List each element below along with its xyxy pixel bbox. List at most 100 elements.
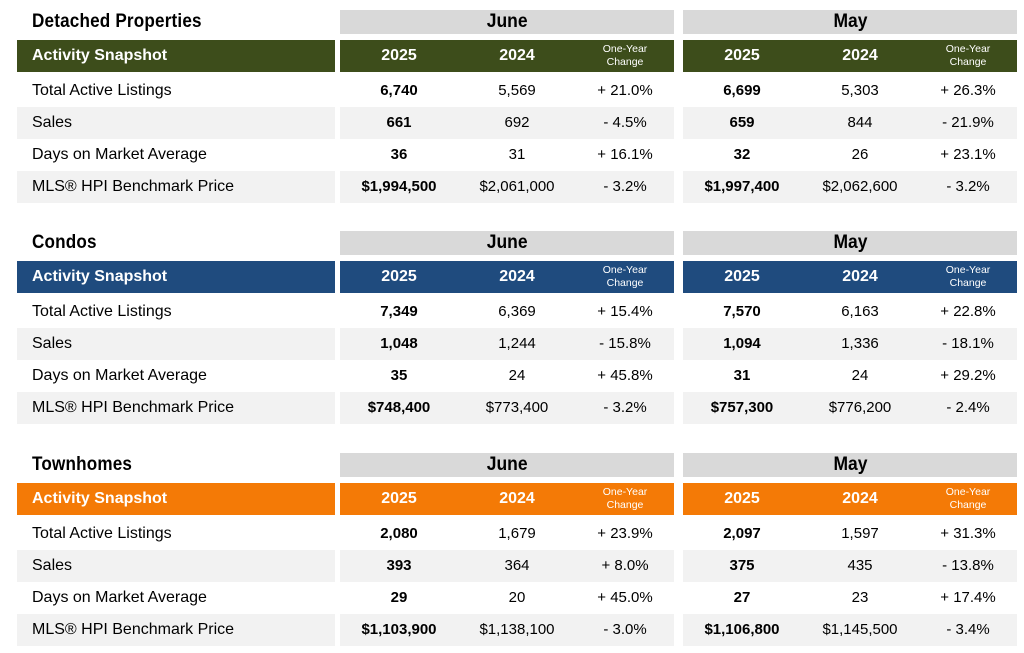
june-2025-value: 35 xyxy=(390,367,408,384)
row-shade xyxy=(683,550,1017,582)
june-change-value: - 3.2% xyxy=(603,178,647,195)
change-label-line2: Change xyxy=(949,56,987,68)
may-change-value: + 17.4% xyxy=(940,589,996,606)
row-label: MLS® HPI Benchmark Price xyxy=(32,399,235,416)
may-2024-value: 1,597 xyxy=(841,525,879,542)
change-label-line1: One-Year xyxy=(945,43,991,55)
may-2025-value: 659 xyxy=(729,114,755,131)
may-2025-value: $757,300 xyxy=(710,399,774,416)
may-change-value: - 3.2% xyxy=(946,178,990,195)
year-previous: 2024 xyxy=(499,490,535,507)
activity-snapshot-label: Activity Snapshot xyxy=(17,261,335,293)
header-block-june: 2025 2024 One-Year Change xyxy=(340,261,674,293)
row-shade xyxy=(17,392,335,424)
june-2024-value: $773,400 xyxy=(485,399,549,416)
row-shade xyxy=(340,392,674,424)
change-label-line1: One-Year xyxy=(602,264,648,276)
section-title: Townhomes xyxy=(32,454,133,475)
year-previous: 2024 xyxy=(499,268,535,285)
may-change-value: + 31.3% xyxy=(940,525,996,542)
june-2024-value: $2,061,000 xyxy=(479,178,555,195)
may-2025-value: 31 xyxy=(733,367,751,384)
table-row: Days on Market Average 35 24 + 45.8% 31 24 + 2… xyxy=(0,360,1024,392)
june-2024-value: $1,138,100 xyxy=(479,621,555,638)
june-2025-value: 36 xyxy=(390,146,408,163)
year-current: 2025 xyxy=(724,490,760,507)
row-shade xyxy=(17,328,335,360)
june-2024-value: 31 xyxy=(508,146,526,163)
month-label: June xyxy=(486,232,528,253)
row-label: Sales xyxy=(32,114,73,131)
june-change-value: + 45.0% xyxy=(597,589,653,606)
may-change-value: - 21.9% xyxy=(942,114,994,131)
may-change-value: + 29.2% xyxy=(940,367,996,384)
table-row: Sales 661 692 - 4.5% 659 844 - 21.9% xyxy=(0,107,1024,139)
month-label: May xyxy=(832,11,868,32)
year-previous: 2024 xyxy=(499,47,535,64)
june-2025-value: 1,048 xyxy=(380,335,418,352)
june-change-value: - 15.8% xyxy=(599,335,651,352)
june-2025-value: $748,400 xyxy=(367,399,431,416)
may-2024-value: 6,163 xyxy=(841,303,879,320)
june-change-value: + 45.8% xyxy=(597,367,653,384)
section-detached-properties: Detached Properties June May Activity Snaps… xyxy=(0,10,1024,210)
table-row: Sales 1,048 1,244 - 15.8% 1,094 1,336 - 18.1% xyxy=(0,328,1024,360)
june-2024-value: 24 xyxy=(508,367,526,384)
may-2024-value: 844 xyxy=(847,114,873,131)
row-shade xyxy=(683,171,1017,203)
june-2025-value: 6,740 xyxy=(380,82,418,99)
may-2025-value: 375 xyxy=(729,557,755,574)
month-label: May xyxy=(832,232,868,253)
table-row: MLS® HPI Benchmark Price $748,400 $773,400… xyxy=(0,392,1024,424)
may-2025-value: 27 xyxy=(733,589,751,606)
month-header-may: May xyxy=(683,10,1017,34)
may-2025-value: $1,106,800 xyxy=(704,621,780,638)
change-label-line1: One-Year xyxy=(945,486,991,498)
row-label: MLS® HPI Benchmark Price xyxy=(32,178,235,195)
month-header-may: May xyxy=(683,453,1017,477)
table-row: Sales 393 364 + 8.0% 375 435 - 13.8% xyxy=(0,550,1024,582)
change-label-line2: Change xyxy=(949,277,987,289)
june-change-value: + 23.9% xyxy=(597,525,653,542)
row-shade xyxy=(683,328,1017,360)
header-block-june: 2025 2024 One-Year Change xyxy=(340,40,674,72)
change-label-line1: One-Year xyxy=(602,486,648,498)
one-year-change-header: One-Year Change xyxy=(923,486,1013,512)
may-change-value: - 2.4% xyxy=(946,399,990,416)
row-label: Days on Market Average xyxy=(32,589,207,606)
row-shade xyxy=(340,328,674,360)
row-shade xyxy=(17,171,335,203)
may-2025-value: 6,699 xyxy=(723,82,761,99)
may-change-value: - 13.8% xyxy=(942,557,994,574)
table-row: Total Active Listings 2,080 1,679 + 23.9% 2,… xyxy=(0,518,1024,550)
year-previous: 2024 xyxy=(842,490,878,507)
june-change-value: + 15.4% xyxy=(597,303,653,320)
june-2025-value: $1,994,500 xyxy=(361,178,437,195)
june-2025-value: 29 xyxy=(390,589,408,606)
june-2024-value: 692 xyxy=(504,114,530,131)
change-label-line1: One-Year xyxy=(602,43,648,55)
month-header-may: May xyxy=(683,231,1017,255)
month-header-june: June xyxy=(340,231,674,255)
month-header-june: June xyxy=(340,10,674,34)
one-year-change-header: One-Year Change xyxy=(923,264,1013,290)
row-label: Total Active Listings xyxy=(32,303,172,320)
may-2025-value: 32 xyxy=(733,146,751,163)
may-change-value: - 3.4% xyxy=(946,621,990,638)
year-current: 2025 xyxy=(724,47,760,64)
row-shade xyxy=(17,614,335,646)
june-change-value: + 21.0% xyxy=(597,82,653,99)
may-change-value: + 26.3% xyxy=(940,82,996,99)
may-2024-value: $1,145,500 xyxy=(822,621,898,638)
header-block-may: 2025 2024 One-Year Change xyxy=(683,40,1017,72)
change-label-line1: One-Year xyxy=(945,264,991,276)
one-year-change-header: One-Year Change xyxy=(580,43,670,69)
june-change-value: - 4.5% xyxy=(603,114,647,131)
may-2025-value: 7,570 xyxy=(723,303,761,320)
year-previous: 2024 xyxy=(842,47,878,64)
row-label: Total Active Listings xyxy=(32,525,172,542)
row-shade xyxy=(683,107,1017,139)
may-2024-value: 24 xyxy=(851,367,869,384)
change-label-line2: Change xyxy=(606,56,644,68)
may-2024-value: 5,303 xyxy=(841,82,879,99)
